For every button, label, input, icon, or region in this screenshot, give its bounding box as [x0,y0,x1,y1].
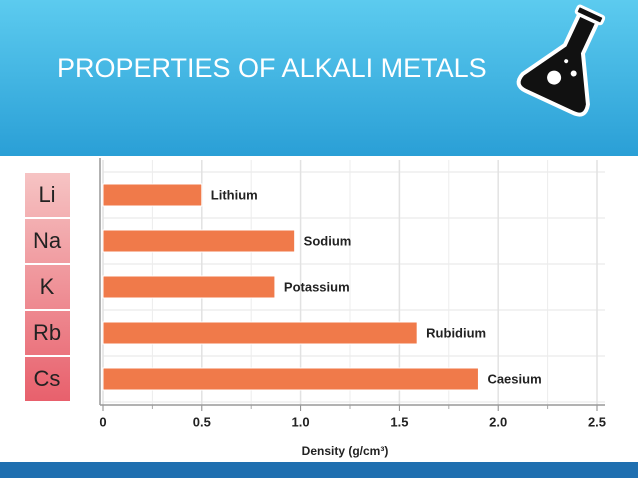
symbol-column [25,172,70,402]
row-symbol: Na [33,228,62,253]
bar [102,367,479,391]
x-tick-label: 0.5 [193,414,211,429]
x-tick-label: 2.0 [489,414,507,429]
bar [102,183,203,207]
row-symbol: Cs [34,366,61,391]
bar-label: Potassium [284,279,350,294]
bar [102,321,418,345]
x-tick-label: 2.5 [588,414,606,429]
row-symbol: Li [38,182,55,207]
bar-label: Rubidium [426,325,486,340]
bar-label: Lithium [211,187,258,202]
slide-title: PROPERTIES OF ALKALI METALS [57,53,487,83]
footer-band [0,462,638,478]
row-symbol: Rb [33,320,61,345]
bar-label: Sodium [304,233,352,248]
x-axis-label: Density (g/cm³) [302,444,389,458]
x-tick-label: 1.0 [292,414,310,429]
bar [102,275,276,299]
x-tick-label: 0 [99,414,106,429]
x-tick-label: 1.5 [390,414,408,429]
flask-icon [516,4,606,117]
row-symbol: K [40,274,55,299]
bar-label: Caesium [487,371,541,386]
bar [102,229,296,253]
